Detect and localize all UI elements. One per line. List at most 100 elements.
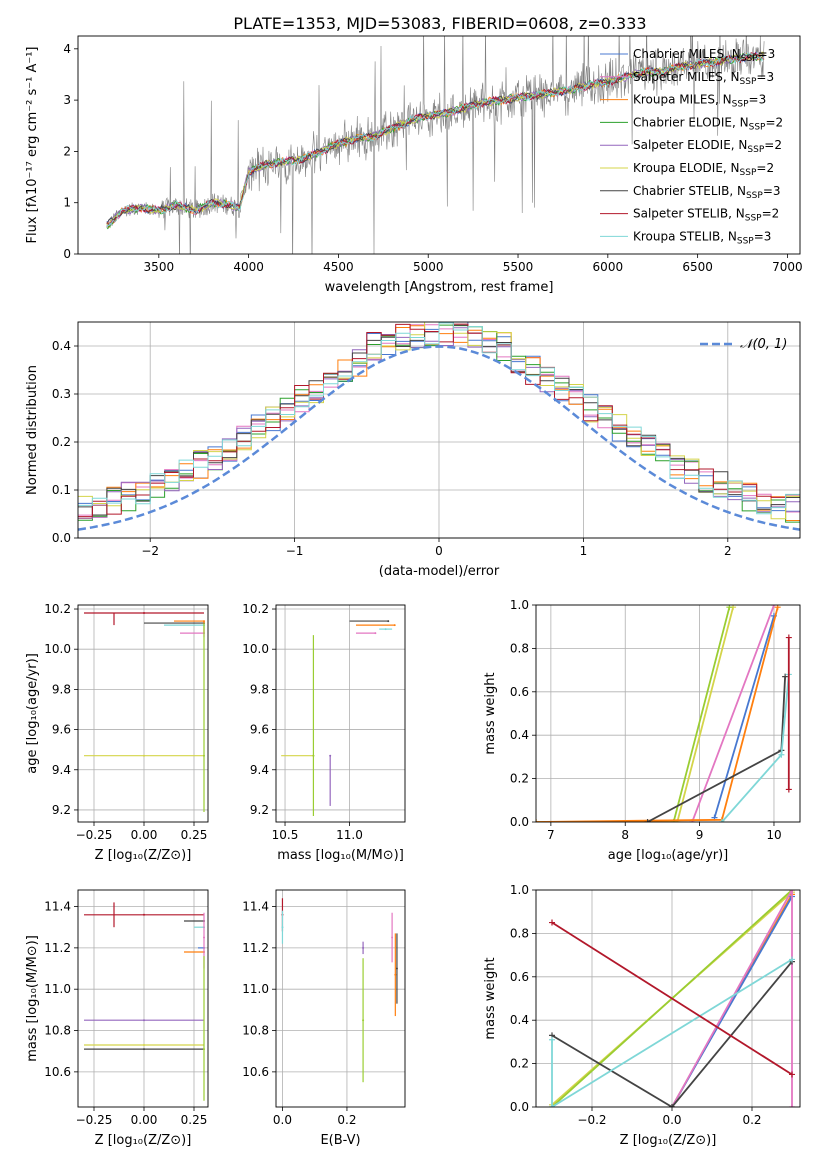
data-point — [203, 936, 205, 939]
plot-area — [536, 605, 792, 822]
x-tick-label: 5000 — [413, 260, 444, 274]
legend-entry: Chabrier STELIB, NSSP=3 — [633, 184, 781, 201]
x-tick-label: 0.25 — [181, 828, 208, 842]
legend-entry-sub: SSP — [741, 54, 758, 64]
weight-line — [721, 674, 790, 822]
weight-line — [647, 676, 786, 822]
legend-entry: Salpeter ELODIE, NSSP=2 — [633, 138, 782, 155]
y-tick-label: 11.0 — [242, 982, 269, 996]
y-tick-label: 0.2 — [510, 1057, 529, 1071]
x-tick-label: −0.2 — [577, 1113, 606, 1127]
axes-frame — [535, 604, 801, 823]
data-point — [374, 632, 377, 635]
x-tick-label: 5500 — [503, 260, 534, 274]
x-tick-label: −2 — [141, 544, 159, 558]
legend-entry: Chabrier ELODIE, NSSP=2 — [633, 115, 783, 132]
plot-area — [78, 322, 800, 531]
data-point — [143, 1048, 145, 1051]
y-tick-label: 0.2 — [52, 435, 71, 449]
legend-entry: Chabrier MILES, NSSP=3 — [633, 47, 775, 64]
x-axis-label: E(B-V) — [320, 1133, 360, 1148]
x-tick-label: 6500 — [682, 260, 713, 274]
chart-mass_vs_EBV: 0.0 0.2 10.6 10.8 11.0 11.2 11.4 E(B-V) — [242, 889, 406, 1148]
x-tick-label: 10 — [766, 828, 781, 842]
weight-marker — [789, 956, 795, 963]
weight-marker — [789, 1071, 795, 1078]
legend-entry-tail: =3 — [758, 47, 776, 61]
y-tick-label: 10.2 — [242, 602, 269, 616]
y-axis-label: Normed distribution — [25, 365, 40, 495]
y-tick-label: 4 — [63, 42, 71, 56]
x-tick-label: 4000 — [233, 260, 264, 274]
y-tick-label: 10.2 — [44, 602, 71, 616]
chart-massweight_vs_Z: −0.2 0.0 0.2 0.0 0.2 0.4 0.6 0.8 1.0 Z [log₁₀(Z/Z… — [483, 883, 801, 1148]
legend-entry-sub: SSP — [747, 145, 764, 155]
weight-marker — [770, 605, 777, 608]
y-tick-label: 0.0 — [510, 1100, 529, 1114]
y-axis-label: mass weight — [483, 957, 498, 1039]
x-axis-label: wavelength [Angstrom, rest frame] — [325, 280, 554, 295]
y-axis-label: age [log₁₀(age/yr)] — [25, 653, 40, 774]
chart-age_vs_mass: 10.5 11.0 9.2 9.4 9.6 9.8 10.0 10.2 mass [log₁₀(… — [242, 602, 406, 863]
weight-marker — [785, 786, 792, 793]
x-axis-label: Z [log₁₀(Z/Z⊙)] — [620, 1133, 717, 1148]
y-tick-label: 10.8 — [44, 1024, 71, 1038]
y-tick-label: 9.2 — [52, 803, 71, 817]
legend-entry-sub: SSP — [740, 168, 757, 178]
spectrum-model-line — [106, 51, 765, 225]
y-tick-label: 11.4 — [44, 900, 71, 914]
data-point — [312, 754, 315, 757]
legend-entry-base: Kroupa MILES, N — [633, 93, 732, 107]
y-tick-label: 0.2 — [510, 772, 529, 786]
data-point — [203, 754, 205, 757]
y-axis-label: Flux [fλ10⁻¹⁷ erg cm⁻² s⁻¹ A⁻¹] — [25, 47, 40, 244]
plot-area — [84, 902, 205, 1101]
y-tick-label: 9.8 — [250, 682, 269, 696]
axes-frame — [77, 35, 801, 255]
legend-entry-sub: SSP — [740, 77, 757, 87]
legend-entry-sub: SSP — [732, 100, 749, 110]
weight-line — [551, 958, 793, 1107]
axes-frame — [77, 604, 209, 823]
weight-marker — [549, 1036, 555, 1043]
data-point — [395, 967, 398, 970]
weight-marker — [549, 1104, 555, 1107]
x-tick-label: 0.2 — [337, 1113, 356, 1127]
x-tick-label: 0.25 — [181, 1113, 208, 1127]
y-tick-label: 11.4 — [242, 900, 269, 914]
y-tick-label: 10.8 — [242, 1024, 269, 1038]
spectrum-model-line — [106, 51, 765, 226]
legend-entry-tail: =2 — [765, 115, 783, 129]
residual-histogram — [78, 322, 800, 520]
x-axis-label: Z [log₁₀(Z/Z⊙)] — [95, 848, 192, 863]
figure-title: PLATE=1353, MJD=53083, FIBERID=0608, z=0… — [233, 14, 646, 33]
x-tick-label: 0.0 — [273, 1113, 292, 1127]
weight-marker — [785, 634, 792, 641]
x-tick-label: 0.0 — [662, 1113, 681, 1127]
legend-entry-tail: =2 — [764, 138, 782, 152]
weight-line — [536, 606, 734, 822]
weight-line — [672, 606, 731, 822]
x-tick-label: 0.2 — [742, 1113, 761, 1127]
weight-line — [691, 605, 775, 822]
data-point — [387, 620, 390, 623]
legend-entry-tail: =3 — [749, 93, 767, 107]
legend-entry-sub: SSP — [746, 191, 763, 201]
legend-entry-tail: =3 — [763, 184, 781, 198]
y-tick-label: 0.6 — [510, 970, 529, 984]
y-tick-label: 0.4 — [52, 339, 71, 353]
chart-age_vs_Z: −0.25 0.00 0.25 9.2 9.4 9.6 9.8 10.0 10.2 Z [log₁… — [25, 602, 209, 863]
weight-line — [671, 890, 793, 1107]
y-tick-label: 0.8 — [510, 641, 529, 655]
weight-marker — [789, 890, 795, 893]
y-tick-label: 10.0 — [242, 642, 269, 656]
y-tick-label: 10.6 — [242, 1065, 269, 1079]
x-axis-label: mass [log₁₀(M/M⊙)] — [277, 848, 404, 863]
weight-line — [713, 615, 775, 818]
axes-frame — [77, 889, 209, 1108]
x-tick-label: 8 — [621, 828, 629, 842]
x-tick-label: 2 — [724, 544, 732, 558]
y-tick-label: 10.0 — [44, 642, 71, 656]
x-tick-label: 11.0 — [336, 828, 363, 842]
legend-entry-tail: =2 — [762, 207, 780, 221]
